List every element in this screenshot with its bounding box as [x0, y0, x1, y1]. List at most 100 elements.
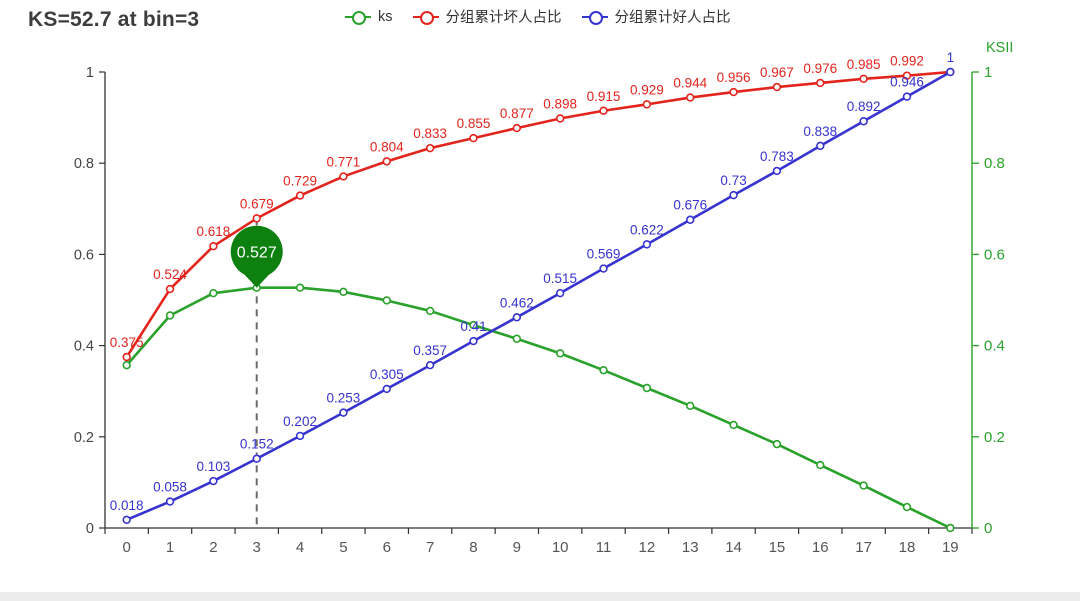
series-line — [125, 70, 951, 358]
data-point[interactable] — [469, 133, 478, 143]
series-line — [125, 286, 951, 530]
data-point[interactable] — [425, 143, 435, 153]
data-point[interactable] — [686, 93, 695, 102]
legend-ks-line-icon — [345, 10, 371, 25]
right-axis-tick-label: 1 — [984, 64, 992, 81]
x-axis-label: 2 — [209, 539, 217, 556]
x-axis-label: 14 — [725, 539, 742, 556]
x-axis-label: 6 — [383, 539, 391, 556]
data-label: 0.729 — [283, 174, 317, 189]
data-point[interactable] — [382, 296, 391, 305]
data-point[interactable] — [599, 366, 608, 375]
data-point[interactable] — [209, 476, 218, 486]
data-point[interactable] — [902, 502, 912, 512]
data-point[interactable] — [339, 172, 348, 181]
data-point[interactable] — [859, 117, 868, 126]
right-y-axis: 0 0.2 0.4 0.6 0.8 1 KSII — [971, 40, 1013, 537]
left-axis-tick-label: 0.6 — [74, 247, 94, 263]
data-point[interactable] — [512, 313, 522, 322]
data-point[interactable] — [425, 361, 435, 370]
data-point[interactable] — [382, 384, 391, 394]
data-label: 0.838 — [803, 124, 837, 139]
data-point[interactable] — [946, 67, 955, 77]
x-axis-label: 5 — [339, 539, 347, 556]
data-point[interactable] — [902, 71, 912, 80]
legend-item-good[interactable]: 分组累计好人占比 — [581, 6, 731, 27]
data-point[interactable] — [295, 191, 305, 200]
data-point[interactable] — [902, 92, 912, 101]
data-label: 0.915 — [587, 89, 621, 104]
data-point[interactable] — [469, 320, 478, 330]
data-point[interactable] — [512, 123, 522, 133]
data-point[interactable] — [295, 431, 305, 441]
legend-label: 分组累计坏人占比 — [445, 10, 562, 26]
data-point[interactable] — [122, 352, 131, 362]
legend-bad-line-icon — [412, 10, 439, 25]
data-label: 0.357 — [413, 343, 447, 358]
data-point[interactable] — [252, 454, 261, 463]
x-axis-label: 13 — [682, 539, 699, 556]
data-point[interactable] — [469, 336, 478, 346]
data-point[interactable] — [209, 241, 218, 251]
x-axis-label: 19 — [942, 539, 959, 556]
data-point[interactable] — [555, 349, 565, 358]
data-point[interactable] — [642, 383, 652, 393]
data-point[interactable] — [209, 288, 218, 298]
data-point[interactable] — [382, 157, 391, 166]
x-axis-label: 12 — [639, 539, 656, 556]
data-point[interactable] — [816, 460, 825, 470]
data-point[interactable] — [295, 283, 305, 292]
data-label: 0.569 — [587, 247, 621, 262]
data-point[interactable] — [165, 497, 175, 506]
data-point[interactable] — [642, 240, 652, 249]
page-title: KS=52.7 at bin=3 — [28, 8, 200, 31]
data-point[interactable] — [729, 87, 738, 97]
data-point[interactable] — [729, 190, 738, 200]
data-point[interactable] — [252, 214, 261, 223]
pin-bubble — [230, 225, 283, 278]
data-point[interactable] — [859, 74, 868, 84]
x-axis-label: 18 — [899, 539, 916, 556]
data-point[interactable] — [165, 284, 175, 294]
data-point[interactable] — [772, 82, 782, 92]
data-label: 1 — [947, 50, 955, 65]
data-label: 0.929 — [630, 82, 664, 97]
data-label: 0.305 — [370, 367, 404, 382]
x-axis-label: 17 — [855, 539, 872, 556]
data-point[interactable] — [165, 311, 175, 320]
x-axis-label: 3 — [253, 539, 261, 556]
data-point[interactable] — [555, 288, 565, 298]
data-point[interactable] — [599, 106, 608, 115]
data-point[interactable] — [816, 78, 825, 88]
data-point[interactable] — [816, 141, 825, 151]
data-point[interactable] — [122, 361, 131, 370]
data-point[interactable] — [686, 215, 695, 224]
data-point[interactable] — [339, 287, 348, 296]
legend-item-ks[interactable]: ks — [345, 9, 393, 25]
data-label: 0.73 — [720, 173, 746, 188]
data-point[interactable] — [122, 515, 131, 524]
data-point[interactable] — [642, 100, 652, 109]
x-axis-label: 15 — [769, 539, 786, 556]
left-axis-tick-label: 1 — [86, 65, 94, 81]
data-point[interactable] — [859, 481, 868, 490]
x-axis-label: 0 — [123, 539, 131, 556]
data-label: 0.375 — [110, 335, 144, 350]
data-point[interactable] — [599, 264, 608, 273]
legend-item-bad[interactable]: 分组累计坏人占比 — [412, 6, 562, 27]
data-point[interactable] — [512, 334, 522, 343]
data-point[interactable] — [729, 420, 738, 430]
data-point[interactable] — [686, 401, 695, 410]
data-label: 0.515 — [543, 271, 577, 286]
data-label: 0.462 — [500, 295, 534, 310]
data-point[interactable] — [772, 439, 782, 449]
data-point[interactable] — [772, 166, 782, 176]
data-label: 0.944 — [673, 76, 707, 91]
data-point[interactable] — [946, 523, 955, 533]
data-point[interactable] — [339, 408, 348, 417]
data-point[interactable] — [555, 114, 565, 123]
data-label: 0.783 — [760, 149, 794, 164]
data-point[interactable] — [425, 306, 435, 316]
